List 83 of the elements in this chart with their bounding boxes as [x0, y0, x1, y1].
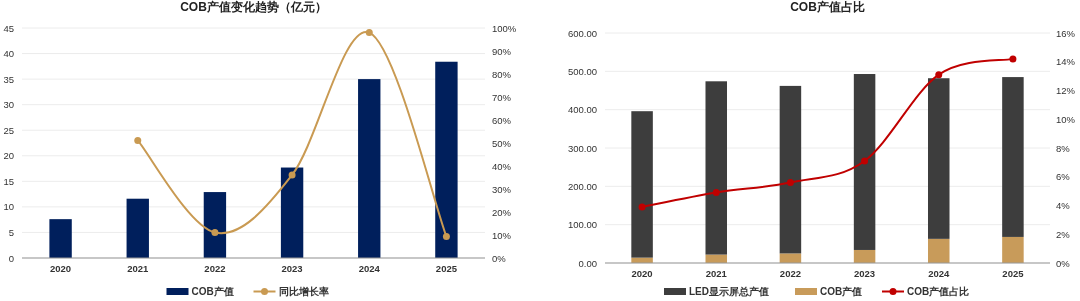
- y2-tick-label: 90%: [492, 45, 512, 57]
- y2-tick-label: 40%: [492, 160, 512, 172]
- y2-tick-label: 80%: [492, 68, 512, 80]
- bar: [203, 192, 227, 258]
- y-tick-label: 5: [8, 226, 14, 238]
- y-tick-label: 25: [3, 124, 14, 136]
- y2-tick-label: 4%: [1056, 200, 1071, 211]
- y2-tick-label: 60%: [492, 114, 512, 126]
- y2-tick-label: 30%: [492, 183, 512, 195]
- bar: [779, 253, 802, 263]
- y-tick-label: 40: [3, 48, 14, 60]
- bar: [853, 249, 876, 263]
- y2-tick-label: 0%: [1056, 257, 1071, 269]
- legend-label: LED显示屏总产值: [689, 286, 769, 297]
- point: [365, 29, 373, 37]
- chart-title: COB产值变化趋势（亿元）: [180, 0, 327, 14]
- chart-title: COB产值占比: [790, 0, 865, 14]
- y2-tick-label: 6%: [1056, 171, 1071, 183]
- legend-label: COB产值: [191, 286, 234, 297]
- bar: [705, 81, 727, 255]
- y2-tick-label: 2%: [1056, 228, 1071, 240]
- legend-label: 同比增长率: [278, 286, 329, 297]
- x-tick-label: 2020: [631, 268, 653, 279]
- bar: [853, 74, 876, 250]
- x-tick-label: 2024: [928, 268, 951, 279]
- y2-tick-label: 16%: [1056, 27, 1076, 39]
- y-tick-label: 35: [3, 73, 14, 85]
- x-tick-label: 2022: [204, 263, 226, 274]
- y-tick-label: 600.00: [567, 27, 597, 39]
- y-tick-label: 300.00: [567, 142, 597, 154]
- y2-tick-label: 14%: [1056, 56, 1076, 68]
- y2-tick-label: 10%: [492, 229, 512, 241]
- bar: [928, 78, 950, 239]
- bar: [1002, 77, 1024, 237]
- legend-label: COB产值: [820, 286, 863, 297]
- y2-tick-label: 10%: [1056, 113, 1076, 125]
- point: [211, 228, 219, 236]
- bar: [928, 238, 950, 263]
- x-tick-label: 2021: [705, 268, 728, 279]
- bar: [435, 61, 458, 258]
- point: [288, 171, 296, 179]
- y-tick-label: 200.00: [567, 180, 597, 192]
- y2-tick-label: 100%: [492, 22, 517, 34]
- x-tick-label: 2025: [435, 263, 458, 274]
- y2-tick-label: 50%: [492, 137, 512, 149]
- point: [638, 203, 646, 211]
- x-tick-label: 2025: [1002, 268, 1025, 279]
- y-tick-label: 500.00: [567, 65, 597, 77]
- x-tick-label: 2020: [50, 263, 72, 274]
- y2-tick-label: 12%: [1056, 85, 1076, 96]
- y-tick-label: 0.00: [578, 257, 597, 269]
- bar: [126, 198, 149, 258]
- y-tick-label: 0: [8, 252, 14, 264]
- y2-tick-label: 8%: [1056, 142, 1071, 154]
- bar: [49, 219, 72, 258]
- legend-label: COB产值占比: [907, 286, 970, 297]
- x-tick-label: 2021: [127, 263, 150, 274]
- y-tick-label: 400.00: [567, 104, 597, 116]
- point: [861, 157, 869, 165]
- bar: [779, 85, 802, 254]
- x-tick-label: 2022: [779, 268, 801, 279]
- y-tick-label: 45: [3, 22, 14, 34]
- x-tick-label: 2023: [281, 263, 303, 274]
- point: [134, 136, 142, 144]
- y-tick-label: 10: [3, 201, 14, 213]
- x-tick-label: 2024: [358, 263, 381, 274]
- y-tick-label: 20: [3, 150, 14, 162]
- x-tick-label: 2023: [854, 268, 876, 279]
- bar: [1002, 236, 1024, 263]
- point: [786, 179, 794, 186]
- y-tick-label: 15: [3, 175, 14, 187]
- point: [935, 71, 943, 79]
- point: [1009, 55, 1017, 63]
- bar: [631, 111, 653, 258]
- y2-tick-label: 70%: [492, 91, 512, 103]
- bar: [358, 79, 381, 258]
- y-tick-label: 30: [3, 99, 14, 111]
- y2-tick-label: 20%: [492, 206, 512, 218]
- point: [712, 189, 720, 197]
- point: [442, 233, 450, 241]
- y-tick-label: 100.00: [567, 219, 597, 231]
- y2-tick-label: 0%: [492, 252, 507, 264]
- bar: [280, 167, 304, 258]
